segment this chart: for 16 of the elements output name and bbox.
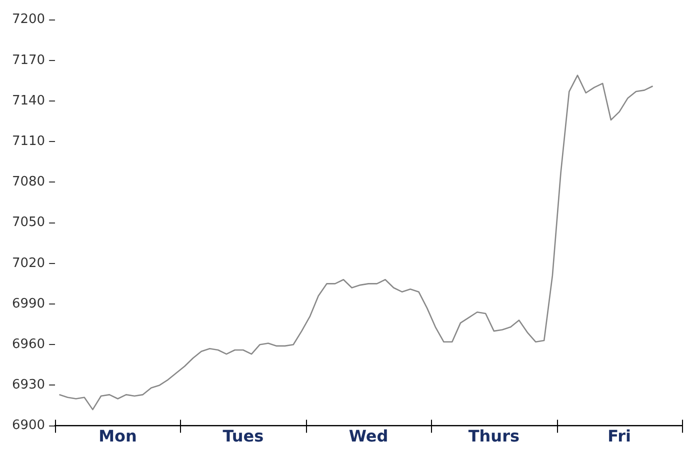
x-tick-label: Wed [348,426,388,446]
y-tick-label: 7050 [12,215,46,230]
y-tick-label: 7200 [12,12,46,28]
y-tick-label: 6900 [12,418,46,434]
x-tick-label: Tues [222,426,264,446]
y-tick-label: 7020 [12,256,46,271]
x-tick-label: Thurs [468,426,520,446]
y-tick-label: 7080 [12,174,46,190]
y-tick-label: 6930 [12,378,46,393]
y-tick-label: 7110 [12,134,46,149]
y-tick-label: 7170 [12,52,46,68]
x-tick-label: Fri [608,426,631,446]
y-tick-label: 7140 [12,93,46,108]
y-tick-label: 6990 [12,296,46,312]
x-tick-label: Mon [98,426,137,446]
y-tick-label: 6960 [12,336,46,352]
